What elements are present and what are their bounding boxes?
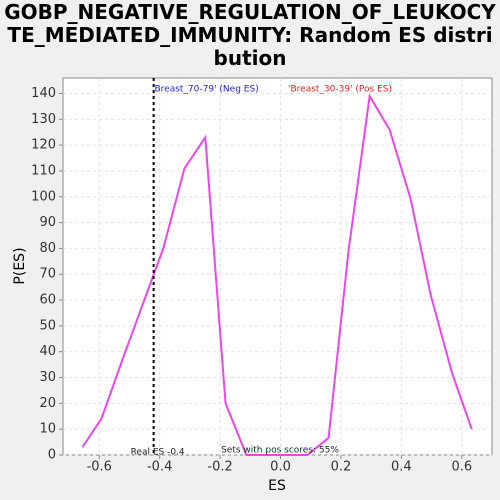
x-tick-label: 0.0: [270, 460, 291, 475]
y-tick-label: 80: [39, 241, 56, 256]
pos-label: 'Breast_30-39' (Pos ES): [288, 85, 392, 95]
y-tick-label: 30: [39, 370, 56, 385]
y-axis-label: P(ES): [12, 247, 28, 284]
y-tick-label: 140: [31, 86, 56, 101]
neg-label: 'Breast_70-79' (Neg ES): [152, 85, 259, 95]
y-tick-label: 100: [31, 189, 56, 204]
real-es-label: Real ES -0.4: [131, 448, 185, 458]
data-line: [81, 93, 473, 456]
x-tick-label: 0.2: [331, 460, 352, 475]
chart-title: GOBP_NEGATIVE_REGULATION_OF_LEUKOCYTE_ME…: [4, 0, 496, 70]
y-tick-label: 110: [31, 163, 56, 178]
x-tick-label: 0.4: [391, 460, 412, 475]
y-tick-label: 50: [39, 318, 56, 333]
y-tick-label: 70: [39, 267, 56, 282]
y-tick-label: 0: [48, 448, 56, 463]
y-tick-label: 90: [39, 215, 56, 230]
plot-area: [62, 77, 493, 456]
y-tick-label: 40: [39, 344, 56, 359]
x-tick-label: -0.2: [207, 460, 232, 475]
x-tick-label: 0.6: [451, 460, 472, 475]
y-tick-label: 130: [31, 112, 56, 127]
x-axis-label: ES: [268, 478, 286, 494]
x-tick-label: -0.4: [147, 460, 172, 475]
y-tick-label: 60: [39, 293, 56, 308]
x-tick-label: -0.6: [87, 460, 112, 475]
y-tick-label: 20: [39, 396, 56, 411]
y-tick-label: 120: [31, 138, 56, 153]
pos-scores-label: Sets with pos scores: 55%: [221, 446, 339, 456]
y-tick-label: 10: [39, 422, 56, 437]
title-box: GOBP_NEGATIVE_REGULATION_OF_LEUKOCYTE_ME…: [4, 0, 496, 70]
